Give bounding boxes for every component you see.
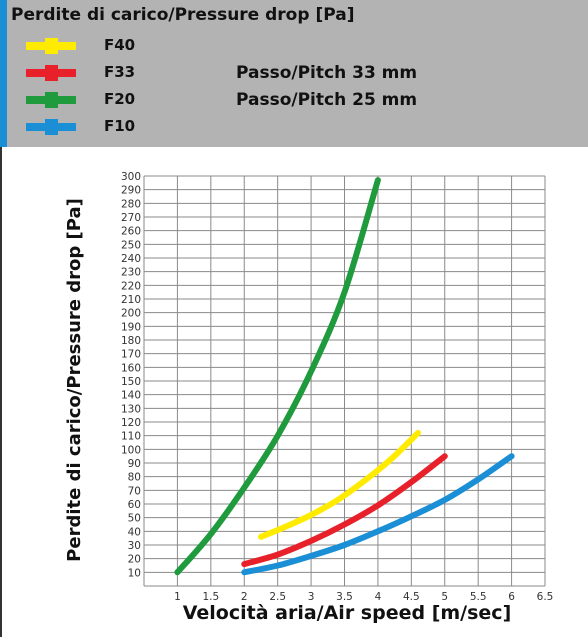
y-tick-label: 10 [128,567,141,579]
y-tick-label: 240 [121,253,141,265]
y-tick-label: 190 [121,321,141,333]
y-tick-label: 110 [121,431,141,443]
legend-marker-f40 [45,38,58,54]
legend-label-f20: F20 [104,90,136,108]
series-line-f40 [258,429,421,540]
chart-header [0,0,588,147]
y-tick-label: 90 [128,458,141,470]
y-tick-label: 250 [121,239,141,251]
legend-label-f40: F40 [104,36,136,54]
legend-label-f33: F33 [104,63,136,81]
header-accent-bar [0,0,7,147]
x-tick-label: 1.5 [202,591,219,603]
x-tick-label: 2 [241,591,248,603]
legend-marker-f33 [45,65,58,81]
y-tick-label: 260 [121,226,141,238]
y-tick-label: 60 [128,499,141,511]
x-tick-label: 4 [375,591,382,603]
y-tick-label: 290 [121,185,141,197]
y-tick-label: 30 [128,540,141,552]
y-tick-label: 270 [121,212,141,224]
y-axis-label: Perdite di carico/Pressure drop [Pa] [64,198,85,562]
x-tick-label: 4.5 [403,591,420,603]
y-tick-label: 80 [128,472,141,484]
chart-frame [0,147,588,637]
x-tick-label: 6.5 [537,591,554,603]
legend-label-f10: F10 [104,117,136,135]
series-line-f20 [174,177,381,576]
y-tick-label: 170 [121,349,141,361]
y-tick-label: 300 [121,171,141,183]
y-tick-label: 140 [121,390,141,402]
y-tick-label: 200 [121,308,141,320]
x-axis-label: Velocità aria/Air speed [m/sec] [183,602,512,624]
x-tick-label: 6 [508,591,515,603]
y-tick-label: 70 [128,485,141,497]
x-tick-label: 5 [441,591,448,603]
series-line-f33 [241,453,448,568]
y-tick-label: 120 [121,417,141,429]
y-tick-label: 210 [121,294,141,306]
y-tick-label: 160 [121,362,141,374]
series-line-f10 [241,453,515,576]
legend-marker-f20 [45,92,58,108]
y-tick-label: 230 [121,267,141,279]
legend-marker-f10 [45,119,58,135]
x-tick-label: 3 [308,591,315,603]
x-tick-label: 3.5 [336,591,353,603]
y-tick-label: 220 [121,280,141,292]
y-tick-label: 280 [121,198,141,210]
x-tick-label: 5.5 [470,591,487,603]
y-tick-label: 180 [121,335,141,347]
y-tick-label: 130 [121,403,141,415]
y-tick-label: 50 [128,513,141,525]
x-tick-label: 2.5 [269,591,286,603]
pitch-33-label: Passo/Pitch 33 mm [236,63,418,83]
y-tick-label: 150 [121,376,141,388]
y-tick-label: 40 [128,526,141,538]
x-tick-label: 1 [174,591,181,603]
chart-title: Perdite di carico/Pressure drop [Pa] [11,5,355,25]
y-tick-label: 100 [121,444,141,456]
pitch-25-label: Passo/Pitch 25 mm [236,90,418,110]
y-tick-label: 20 [128,554,141,566]
